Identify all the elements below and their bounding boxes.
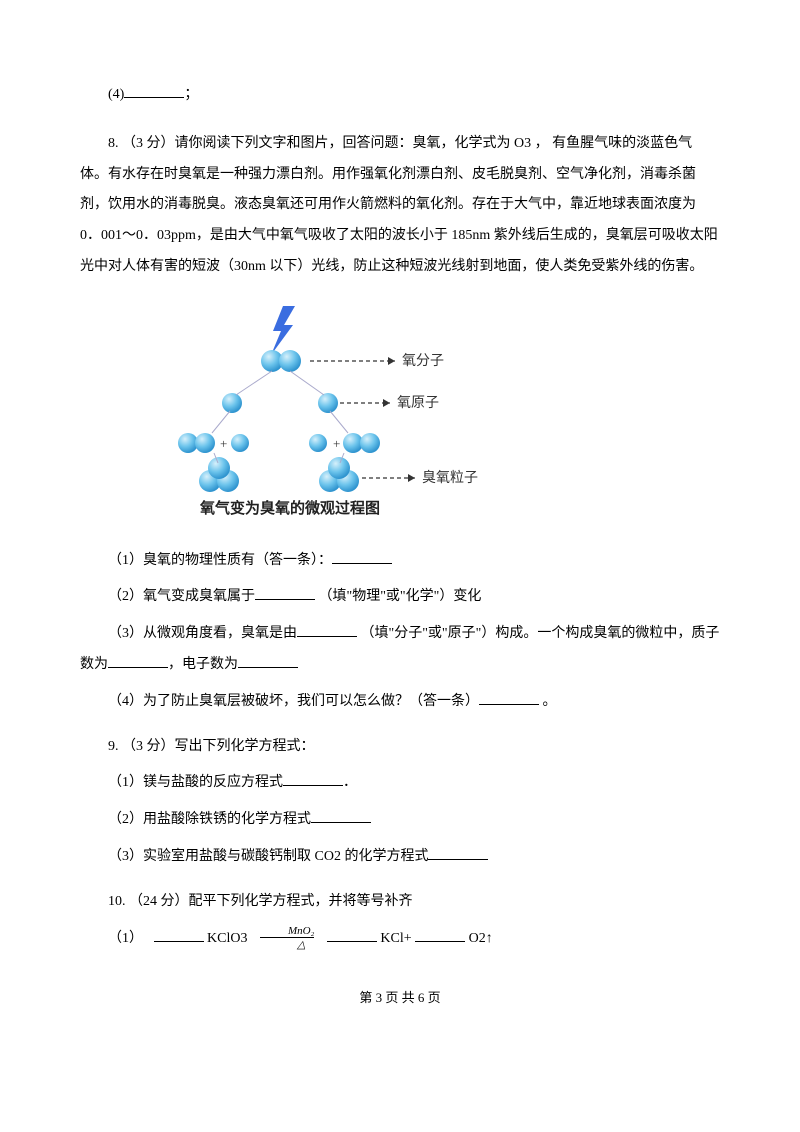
q8-intro-1: 8. （3 分）请你阅读下列文字和图片，回答问题：臭氧，化学式为 O3 ， 有鱼… <box>80 129 720 221</box>
blank <box>108 653 168 668</box>
mno2-top: MnO₂ <box>260 925 314 937</box>
q8-1: （1）臭氧的物理性质有（答一条）： <box>80 546 720 577</box>
svg-text:+: + <box>333 436 340 451</box>
q10-eq1: （1） KClO3 MnO₂ △ KCl+ O2↑ <box>80 924 720 955</box>
q9-intro: 9. （3 分）写出下列化学方程式： <box>80 732 720 763</box>
blank <box>283 771 343 786</box>
q8-3a: （3）从微观角度看，臭氧是由 <box>108 626 297 641</box>
diagram-caption: 氧气变为臭氧的微观过程图 <box>199 499 380 517</box>
blank <box>415 927 465 942</box>
blank <box>124 83 184 98</box>
q8-3: （3）从微观角度看，臭氧是由 （填"分子"或"原子"）构成。一个构成臭氧的微粒中… <box>80 619 720 681</box>
blank <box>479 690 539 705</box>
q9-3-text: （3）实验室用盐酸与碳酸钙制取 CO2 的化学方程式 <box>108 849 428 864</box>
q8-4-text: （4）为了防止臭氧层被破坏，我们可以怎么做？（答一条） <box>108 694 479 709</box>
q7-4-suffix: ； <box>184 87 198 102</box>
q9-1-suffix: ． <box>343 775 357 790</box>
q9-1-text: （1）镁与盐酸的反应方程式 <box>108 775 283 790</box>
q10-1-kcl: KCl+ <box>380 931 411 946</box>
q9-1: （1）镁与盐酸的反应方程式 ． <box>80 768 720 799</box>
q7-4-prefix: (4) <box>108 87 124 102</box>
q8-intro-2: 0．001～0．03ppm，是由大气中氧气吸收了太阳的波长小于 185nm 紫外… <box>80 221 720 283</box>
blank <box>297 622 357 637</box>
q8-2a: （2）氧气变成臭氧属于 <box>108 589 255 604</box>
q8-1-text: （1）臭氧的物理性质有（答一条）： <box>108 553 332 568</box>
blank <box>428 845 488 860</box>
lightning-bolt-icon <box>271 306 295 355</box>
label-o2: 氧分子 <box>402 353 444 369</box>
q8-4-suffix: 。 <box>543 694 557 709</box>
blank <box>311 808 371 823</box>
label-o3: 臭氧粒子 <box>422 470 478 486</box>
svg-text:+: + <box>220 436 227 451</box>
q9-3: （3）实验室用盐酸与碳酸钙制取 CO2 的化学方程式 <box>80 842 720 873</box>
page-footer: 第 3 页 共 6 页 <box>80 984 720 1013</box>
q8-2b: （填"物理"或"化学"）变化 <box>319 589 482 604</box>
document-page: (4) ； 8. （3 分）请你阅读下列文字和图片，回答问题：臭氧，化学式为 O3… <box>0 0 800 1053</box>
label-o-atom: 氧原子 <box>397 395 439 411</box>
blank <box>238 653 298 668</box>
q10-1-kclo3: KClO3 <box>207 931 247 946</box>
blank <box>327 927 377 942</box>
q8-2: （2）氧气变成臭氧属于 （填"物理"或"化学"）变化 <box>80 582 720 613</box>
q9-2-text: （2）用盐酸除铁锈的化学方程式 <box>108 812 311 827</box>
q10-1-o2: O2↑ <box>469 931 493 946</box>
q8-3c: ，电子数为 <box>168 657 238 672</box>
q10-1-prefix: （1） <box>108 931 150 946</box>
q7-sub4: (4) ； <box>80 80 720 111</box>
blank <box>255 585 315 600</box>
blank <box>154 927 204 942</box>
ozone-diagram: 氧分子 氧原子 + + 臭氧粒子 <box>140 303 480 536</box>
mno2-bot: △ <box>260 937 314 951</box>
reaction-condition-icon: MnO₂ △ <box>260 925 314 951</box>
q10-intro: 10. （24 分）配平下列化学方程式，并将等号补齐 <box>80 887 720 918</box>
blank <box>332 549 392 564</box>
q9-2: （2）用盐酸除铁锈的化学方程式 <box>80 805 720 836</box>
q8-4: （4）为了防止臭氧层被破坏，我们可以怎么做？（答一条） 。 <box>80 687 720 718</box>
